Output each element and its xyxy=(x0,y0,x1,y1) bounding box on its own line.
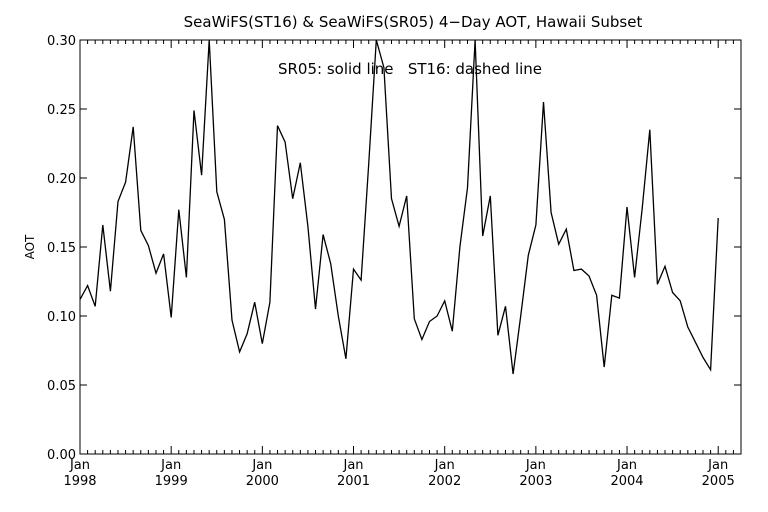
y-axis-label: AOT xyxy=(23,234,37,259)
x-tick-month-label: Jan xyxy=(707,458,728,473)
x-tick-month-label: Jan xyxy=(525,458,546,473)
x-tick-year-label: 1999 xyxy=(155,474,188,489)
x-axis: Jan1998Jan1999Jan2000Jan2001Jan2002Jan20… xyxy=(63,40,735,489)
x-tick-year-label: 2002 xyxy=(428,474,461,489)
line-style-annotation: SR05: solid line ST16: dashed line xyxy=(278,60,542,78)
x-tick-month-label: Jan xyxy=(69,458,90,473)
x-tick-year-label: 2004 xyxy=(610,474,643,489)
x-tick-year-label: 1998 xyxy=(63,474,96,489)
x-tick-year-label: 2001 xyxy=(337,474,370,489)
x-tick-month-label: Jan xyxy=(434,458,455,473)
x-tick-month-label: Jan xyxy=(616,458,637,473)
y-tick-label: 0.15 xyxy=(47,241,76,256)
y-tick-label: 0.25 xyxy=(47,103,76,118)
y-tick-label: 0.30 xyxy=(47,34,76,49)
x-tick-year-label: 2003 xyxy=(519,474,552,489)
chart-title: SeaWiFS(ST16) & SeaWiFS(SR05) 4−Day AOT,… xyxy=(184,13,643,31)
x-tick-month-label: Jan xyxy=(251,458,272,473)
x-tick-month-label: Jan xyxy=(160,458,181,473)
x-tick-year-label: 2005 xyxy=(702,474,735,489)
y-axis: 0.00 0.05 0.10 0.15 0.20 0.25 0.30 xyxy=(47,34,741,463)
series-line-solid xyxy=(79,39,719,375)
y-tick-label: 0.20 xyxy=(47,172,76,187)
y-tick-label: 0.00 xyxy=(47,448,76,463)
x-tick-year-label: 2000 xyxy=(246,474,279,489)
y-tick-label: 0.10 xyxy=(47,310,76,325)
y-tick-label: 0.05 xyxy=(47,379,76,394)
series-layer xyxy=(79,39,719,375)
x-tick-month-label: Jan xyxy=(342,458,363,473)
